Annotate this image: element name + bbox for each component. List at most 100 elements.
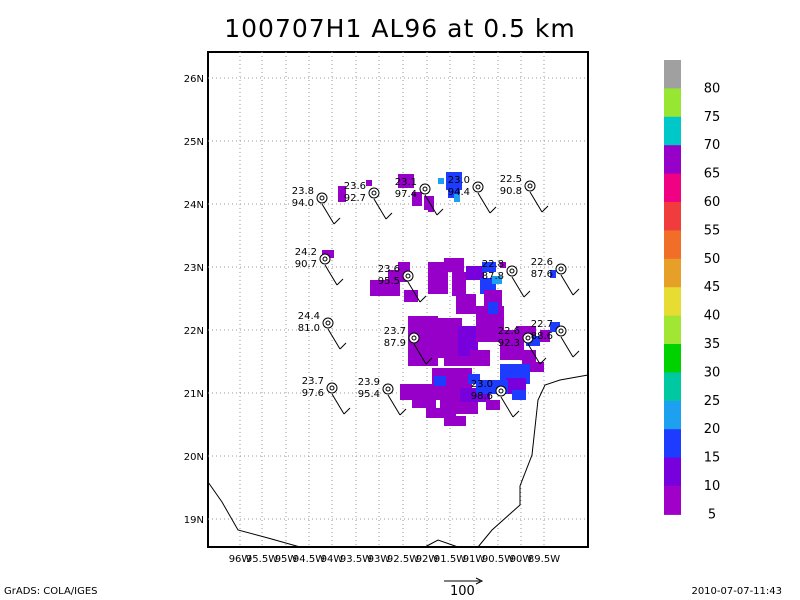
station-temp: 23.0 — [471, 379, 493, 390]
reflectivity-cell — [322, 250, 334, 258]
station-temp: 23.1 — [395, 177, 417, 188]
station-plot: 22.887.8 — [482, 259, 531, 298]
lon-label: 95.5W — [246, 554, 278, 565]
lat-label: 24N — [184, 200, 204, 211]
colorbar-segment — [664, 400, 681, 430]
reflectivity-cell — [452, 272, 466, 296]
station-humidity: 92.3 — [498, 338, 520, 349]
colorbar-segment — [664, 429, 681, 459]
station-humidity: 92.7 — [344, 193, 366, 204]
colorbar-segment — [664, 287, 681, 317]
lat-label: 22N — [184, 326, 204, 337]
colorbar-segment — [664, 486, 681, 515]
colorbar-segment — [664, 88, 681, 118]
station-plot: 24.290.7 — [295, 247, 344, 286]
station-plot: 23.197.4 — [395, 177, 444, 216]
colorbar-label: 40 — [704, 309, 721, 324]
station-humidity: 94.4 — [448, 187, 470, 198]
colorbar-label: 60 — [704, 195, 721, 210]
station-humidity: 90.8 — [500, 186, 522, 197]
reflectivity-cell — [438, 178, 444, 184]
colorbar-label: 80 — [704, 81, 721, 96]
station-temp: 23.0 — [448, 175, 470, 186]
colorbar-label: 20 — [704, 422, 721, 437]
colorbar-label: 65 — [704, 167, 721, 182]
station-plot: 23.094.4 — [448, 175, 497, 214]
reference-vector — [444, 577, 484, 585]
station-plot: 23.692.7 — [344, 181, 393, 220]
lon-label: 92.5W — [387, 554, 419, 565]
colorbar-label: 55 — [704, 223, 721, 238]
station-humidity: 87.9 — [384, 338, 406, 349]
lat-label: 23N — [184, 263, 204, 274]
reflectivity-cell — [412, 192, 422, 206]
lon-label: 94.5W — [293, 554, 325, 565]
reflectivity-cell — [466, 266, 484, 280]
station-humidity: 87.8 — [482, 271, 504, 282]
reflectivity-cell — [424, 196, 434, 210]
station-humidity: 97.4 — [395, 189, 417, 200]
reflectivity-cell — [488, 302, 498, 314]
lat-label: 21N — [184, 389, 204, 400]
reflectivity-cell — [428, 262, 448, 294]
station-plot: 22.590.8 — [500, 174, 549, 213]
reflectivity-cell — [366, 180, 372, 186]
station-plot: 23.995.4 — [358, 377, 407, 416]
longitude-labels: 96W95.5W95W94.5W94W93.5W93W92.5W92W91.5W… — [229, 554, 561, 565]
lon-label: 94W — [321, 554, 344, 565]
reflectivity-cell — [512, 390, 526, 400]
lat-label: 19N — [184, 515, 204, 526]
colorbar-label: 10 — [704, 479, 721, 494]
reflectivity-cell — [522, 350, 536, 364]
reflectivity-cell — [550, 270, 556, 278]
station-humidity: 81.0 — [298, 323, 320, 334]
reflectivity-cell — [470, 350, 490, 366]
station-plot: 23.695.5 — [378, 264, 427, 303]
lat-label: 26N — [184, 74, 204, 85]
station-humidity: 95.4 — [358, 389, 380, 400]
station-temp: 23.7 — [384, 326, 406, 337]
lon-label: 96W — [229, 554, 252, 565]
station-plot: 23.787.9 — [384, 326, 433, 365]
colorbar-label: 35 — [704, 337, 721, 352]
reflectivity-cells — [322, 172, 560, 426]
station-temp: 22.7 — [531, 319, 553, 330]
station-temp: 23.6 — [344, 181, 366, 192]
colorbar: 80 75 70 65 60 55 50 45 40 35 30 25 20 15 10 5 — [664, 60, 720, 522]
reflectivity-cell — [500, 262, 506, 268]
reflectivity-cell — [370, 280, 400, 296]
reflectivity-cell — [444, 416, 466, 426]
colorbar-label: 70 — [704, 138, 721, 153]
reflectivity-cell — [540, 330, 550, 342]
station-temp: 22.6 — [531, 257, 553, 268]
software-credit: GrADS: COLA/IGES — [4, 586, 98, 597]
colorbar-segment — [664, 372, 681, 402]
station-plot: 24.481.0 — [298, 311, 347, 350]
station-plot: 22.687.6 — [531, 257, 580, 296]
reflectivity-cell — [398, 262, 410, 272]
station-humidity: 94.0 — [292, 198, 314, 209]
station-humidity: 88.6 — [531, 331, 553, 342]
station-temp: 22.5 — [500, 174, 522, 185]
colorbar-label: 30 — [704, 365, 721, 380]
station-temp: 23.8 — [292, 186, 314, 197]
station-plots: 23.894.023.692.723.197.423.094.422.590.8… — [292, 174, 580, 418]
station-humidity: 95.5 — [378, 276, 400, 287]
colorbar-segment — [664, 344, 681, 373]
colorbar-segment — [664, 116, 681, 146]
reflectivity-cell — [426, 408, 456, 418]
colorbar-label: 75 — [704, 110, 721, 125]
station-plot: 23.797.6 — [302, 376, 351, 415]
station-temp: 24.4 — [298, 311, 320, 322]
colorbar-label: 45 — [704, 280, 721, 295]
station-plot: 22.788.6 — [531, 319, 580, 358]
coastline — [207, 374, 589, 548]
reflectivity-cell — [446, 172, 462, 190]
map-title: 100707H1 AL96 at 0.5 km — [224, 14, 576, 43]
colorbar-segment — [664, 457, 681, 487]
reflectivity-cell — [448, 188, 460, 198]
lon-label: 95W — [275, 554, 298, 565]
lon-label: 91W — [463, 554, 486, 565]
colorbar-label: 50 — [704, 252, 721, 267]
